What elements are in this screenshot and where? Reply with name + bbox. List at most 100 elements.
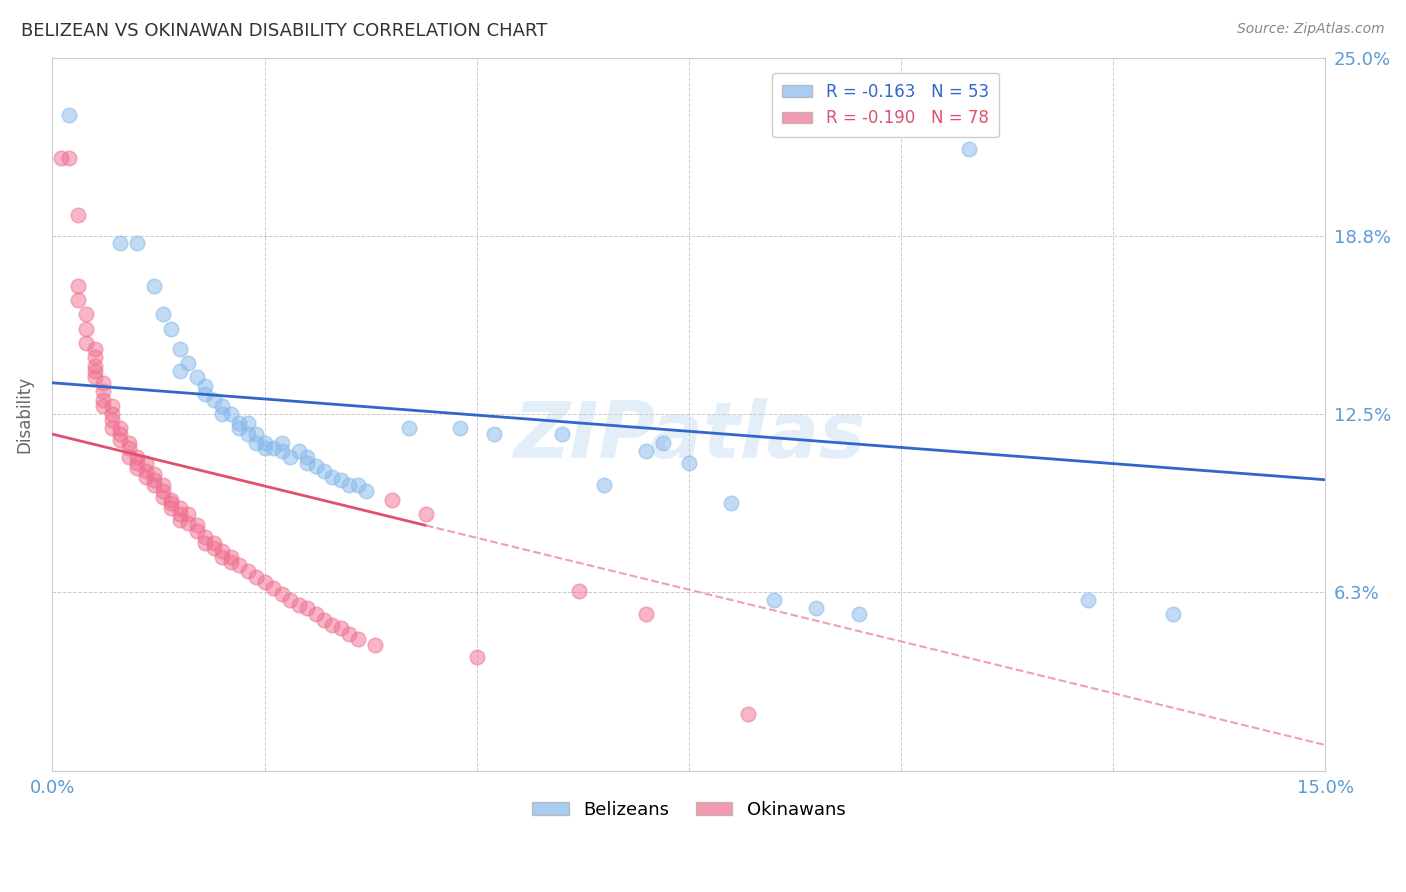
Point <box>398 421 420 435</box>
Point <box>110 427 132 442</box>
Point <box>236 427 259 442</box>
Text: ZIPatlas: ZIPatlas <box>513 398 865 474</box>
Point <box>848 607 870 621</box>
Point <box>101 421 124 435</box>
Point <box>160 495 183 509</box>
Point <box>270 444 292 458</box>
Point <box>152 484 174 499</box>
Text: Source: ZipAtlas.com: Source: ZipAtlas.com <box>1237 22 1385 37</box>
Point <box>253 575 276 590</box>
Point <box>83 370 105 384</box>
Point <box>295 601 318 615</box>
Point <box>93 376 115 390</box>
Point <box>93 392 115 407</box>
Point <box>186 518 208 533</box>
Legend: Belizeans, Okinawans: Belizeans, Okinawans <box>526 793 852 826</box>
Point <box>593 478 616 492</box>
Point <box>381 492 404 507</box>
Point <box>127 450 149 464</box>
Point <box>169 507 191 521</box>
Point <box>304 607 326 621</box>
Point <box>75 321 97 335</box>
Point <box>66 278 89 293</box>
Point <box>152 478 174 492</box>
Point <box>339 627 361 641</box>
Point <box>228 416 250 430</box>
Point <box>202 541 225 556</box>
Point <box>110 421 132 435</box>
Point <box>550 427 572 442</box>
Point <box>135 464 157 478</box>
Point <box>152 307 174 321</box>
Point <box>636 607 658 621</box>
Point <box>312 464 335 478</box>
Point <box>194 378 217 392</box>
Point <box>321 618 343 632</box>
Point <box>278 592 301 607</box>
Point <box>364 638 387 652</box>
Point <box>127 456 149 470</box>
Point <box>127 461 149 475</box>
Point <box>356 484 378 499</box>
Point <box>737 706 759 721</box>
Point <box>118 435 141 450</box>
Point <box>720 495 742 509</box>
Point <box>194 530 217 544</box>
Point <box>253 435 276 450</box>
Point <box>270 587 292 601</box>
Point <box>228 558 250 573</box>
Point <box>186 524 208 538</box>
Point <box>321 470 343 484</box>
Point <box>253 442 276 456</box>
Point <box>762 592 785 607</box>
Y-axis label: Disability: Disability <box>15 376 32 453</box>
Point <box>194 535 217 549</box>
Point <box>347 478 370 492</box>
Point <box>211 407 233 421</box>
Point <box>304 458 326 473</box>
Point <box>58 151 80 165</box>
Point <box>245 435 267 450</box>
Point <box>636 444 658 458</box>
Point <box>66 293 89 307</box>
Point <box>66 208 89 222</box>
Point <box>143 473 166 487</box>
Point <box>101 407 124 421</box>
Point <box>169 342 191 356</box>
Point <box>228 421 250 435</box>
Point <box>49 151 72 165</box>
Point <box>211 399 233 413</box>
Point <box>202 392 225 407</box>
Point <box>568 584 591 599</box>
Point <box>160 501 183 516</box>
Point <box>262 442 284 456</box>
Point <box>143 478 166 492</box>
Point <box>287 599 309 613</box>
Point <box>236 416 259 430</box>
Point <box>177 507 200 521</box>
Point <box>101 399 124 413</box>
Point <box>169 364 191 378</box>
Point <box>101 413 124 427</box>
Point <box>160 492 183 507</box>
Point <box>219 556 242 570</box>
Point <box>135 456 157 470</box>
Point <box>177 516 200 530</box>
Point <box>160 321 183 335</box>
Point <box>806 601 828 615</box>
Text: BELIZEAN VS OKINAWAN DISABILITY CORRELATION CHART: BELIZEAN VS OKINAWAN DISABILITY CORRELAT… <box>21 22 547 40</box>
Point <box>219 549 242 564</box>
Point <box>1077 592 1099 607</box>
Point <box>194 387 217 401</box>
Point <box>219 407 242 421</box>
Point <box>295 456 318 470</box>
Point <box>465 649 488 664</box>
Point <box>143 278 166 293</box>
Point <box>245 570 267 584</box>
Point <box>245 427 267 442</box>
Point <box>169 513 191 527</box>
Point <box>236 564 259 578</box>
Point <box>152 490 174 504</box>
Point <box>143 467 166 481</box>
Point <box>75 307 97 321</box>
